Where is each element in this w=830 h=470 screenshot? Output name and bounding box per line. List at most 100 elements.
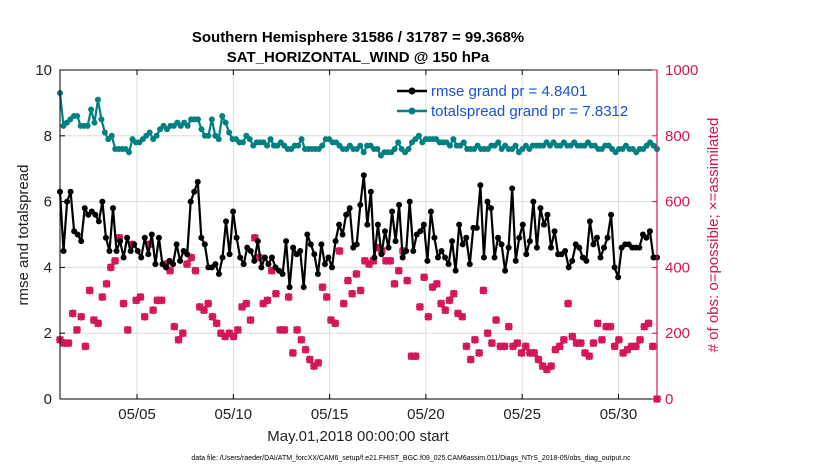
y-axis-ticks: 0 2 4 6 8 10 [35,62,65,408]
obs-assimilated-point [233,326,242,334]
rmse-point [131,241,138,248]
rmse-point [463,234,470,241]
rmse-point [81,205,88,212]
series-layer [56,90,661,403]
rmse-point [604,234,611,241]
totalspread-point [512,142,519,149]
obs-assimilated-point [462,342,471,351]
obs-assimilated-point [123,326,132,334]
rmse-point [615,274,622,281]
rmse-point [357,201,364,208]
rmse-point [438,247,445,254]
totalspread-point [84,122,91,129]
rmse-point [67,188,74,195]
totalspread-point [108,132,115,139]
obs-assimilated-point [102,279,111,288]
rmse-point [233,234,240,241]
obs-assimilated-point [534,355,543,364]
rmse-point [304,231,311,238]
rmse-point [240,261,247,268]
rmse-point [332,238,339,245]
obs-assimilated-point [466,355,475,364]
y-right-tick-label: 800 [665,128,690,145]
rmse-point [173,241,180,248]
x-tick-label: 05/10 [215,406,253,423]
rmse-point [548,244,555,251]
obs-assimilated-point [424,312,433,321]
rmse-point [261,254,268,261]
obs-assimilated-point [170,322,179,331]
obs-assimilated-point [267,266,276,275]
rmse-point [593,234,600,241]
totalspread-point [88,106,95,113]
rmse-point [611,264,618,271]
rmse-point [576,244,583,251]
obs-assimilated-point [68,309,77,318]
y-tick-label: 0 [44,391,52,408]
obs-assimilated-point [513,339,522,347]
rmse-point [162,264,169,271]
rmse-point [64,198,71,205]
obs-assimilated-point [386,256,395,265]
obs-assimilated-point [559,335,568,344]
obs-assimilated-point [437,299,445,308]
x-tick-label: 05/30 [600,406,638,423]
x-tick-label: 05/05 [118,406,156,423]
rmse-point [141,234,148,241]
rmse-point [152,261,159,268]
rmse-point [378,251,385,258]
obs-assimilated-point [390,279,399,288]
totalspread-point [446,142,453,149]
obs-assimilated-point [356,286,365,295]
rmse-point [477,182,484,189]
rmse-point [74,231,81,238]
rmse-point [565,264,572,271]
rmse-point [117,238,124,245]
obs-assimilated-point [64,339,73,347]
rmse-point [254,238,261,245]
rmse-point [487,205,494,212]
rmse-point [498,241,505,248]
rmse-point [385,244,392,251]
obs-assimilated-point [568,332,577,341]
y-right-tick-label: 600 [665,194,690,211]
rmse-point [290,244,297,251]
totalspread-point [391,145,398,152]
rmse-point [445,261,452,268]
obs-assimilated-point [500,342,509,351]
obs-assimilated-point [149,306,158,315]
totalspread-point [267,136,274,143]
rmse-point [339,231,346,238]
totalspread-point [298,136,305,143]
totalspread-point [357,142,364,149]
rmse-point [258,264,265,271]
y-axis-label: rmse and totalspread [15,165,32,306]
totalspread-point [295,142,302,149]
obs-assimilated-point [619,349,628,357]
obs-assimilated-point [297,335,306,344]
obs-assimilated-point [191,266,200,275]
obs-assimilated-point [598,335,606,344]
rmse-point [569,257,576,264]
obs-assimilated-point [204,299,213,308]
y-right-tick-label: 0 [665,391,673,408]
rmse-point [279,270,286,277]
totalspread-point [226,129,233,136]
obs-series [56,233,661,403]
legend-totalspread-marker [408,107,416,115]
rmse-point [170,261,177,268]
rmse-point [346,205,353,212]
rmse-point [194,178,201,185]
rmse-point [321,261,328,268]
rmse-series [57,172,660,291]
obs-assimilated-point [200,306,208,315]
rmse-point [456,221,463,228]
totalspread-point [215,136,222,143]
rmse-point [505,244,512,251]
rmse-point [636,244,643,251]
obs-assimilated-point [272,289,280,298]
rmse-point [544,211,551,218]
y-axis-right-ticks: 0 200 400 600 800 1000 [652,62,698,408]
rmse-point [586,218,593,225]
rmse-point [102,234,109,241]
